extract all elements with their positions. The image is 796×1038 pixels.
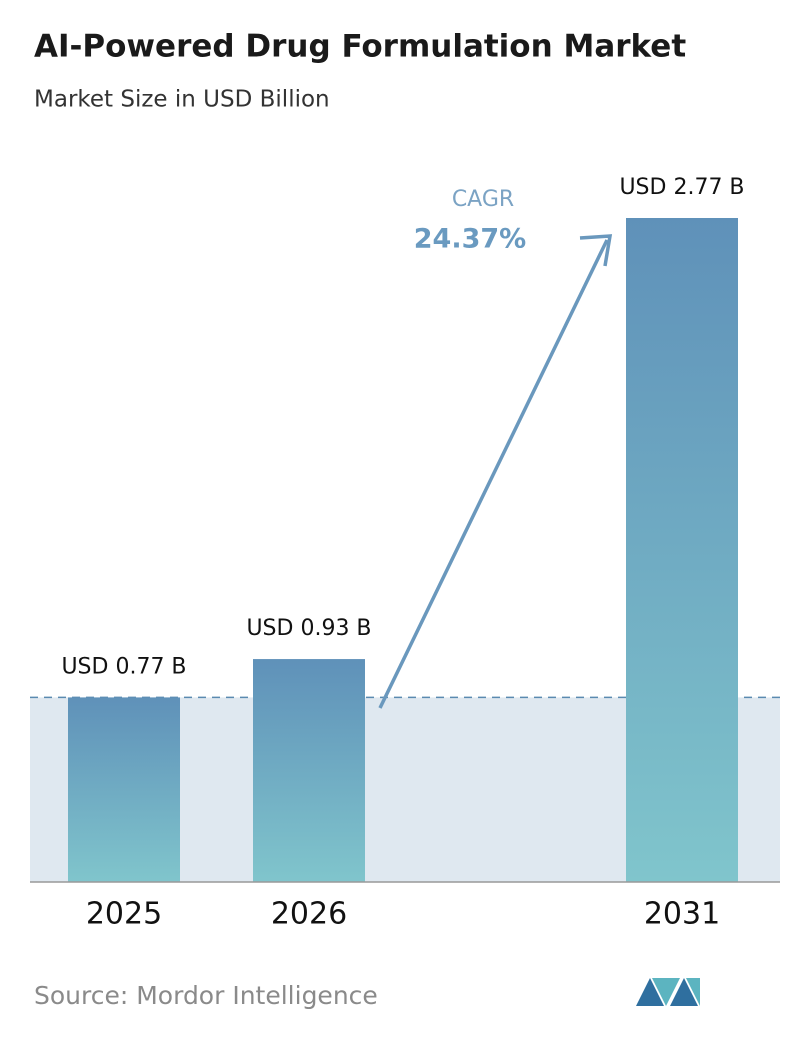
bar	[626, 218, 738, 882]
bar	[68, 697, 180, 882]
cagr-label: CAGR	[452, 187, 514, 212]
chart-title: AI-Powered Drug Formulation Market	[34, 29, 686, 65]
x-tick-label: 2031	[644, 897, 720, 932]
chart-subtitle: Market Size in USD Billion	[34, 87, 330, 113]
plot-area: USD 0.77 B 2025 USD 0.93 B 2026 USD 2.77 B 20…	[30, 175, 780, 932]
source: Source: Mordor Intelligence	[34, 981, 378, 1010]
value-label: USD 2.77 B	[619, 175, 744, 200]
value-label: USD 0.93 B	[246, 616, 371, 641]
cagr-value: 24.37%	[414, 224, 526, 255]
x-tick-label: 2025	[86, 897, 162, 932]
cagr-arrow-head	[579, 234, 613, 267]
cagr-arrow	[378, 239, 609, 709]
logo	[636, 978, 700, 1006]
x-tick-label: 2026	[271, 897, 347, 932]
bar	[253, 659, 365, 882]
value-label: USD 0.77 B	[61, 654, 186, 679]
